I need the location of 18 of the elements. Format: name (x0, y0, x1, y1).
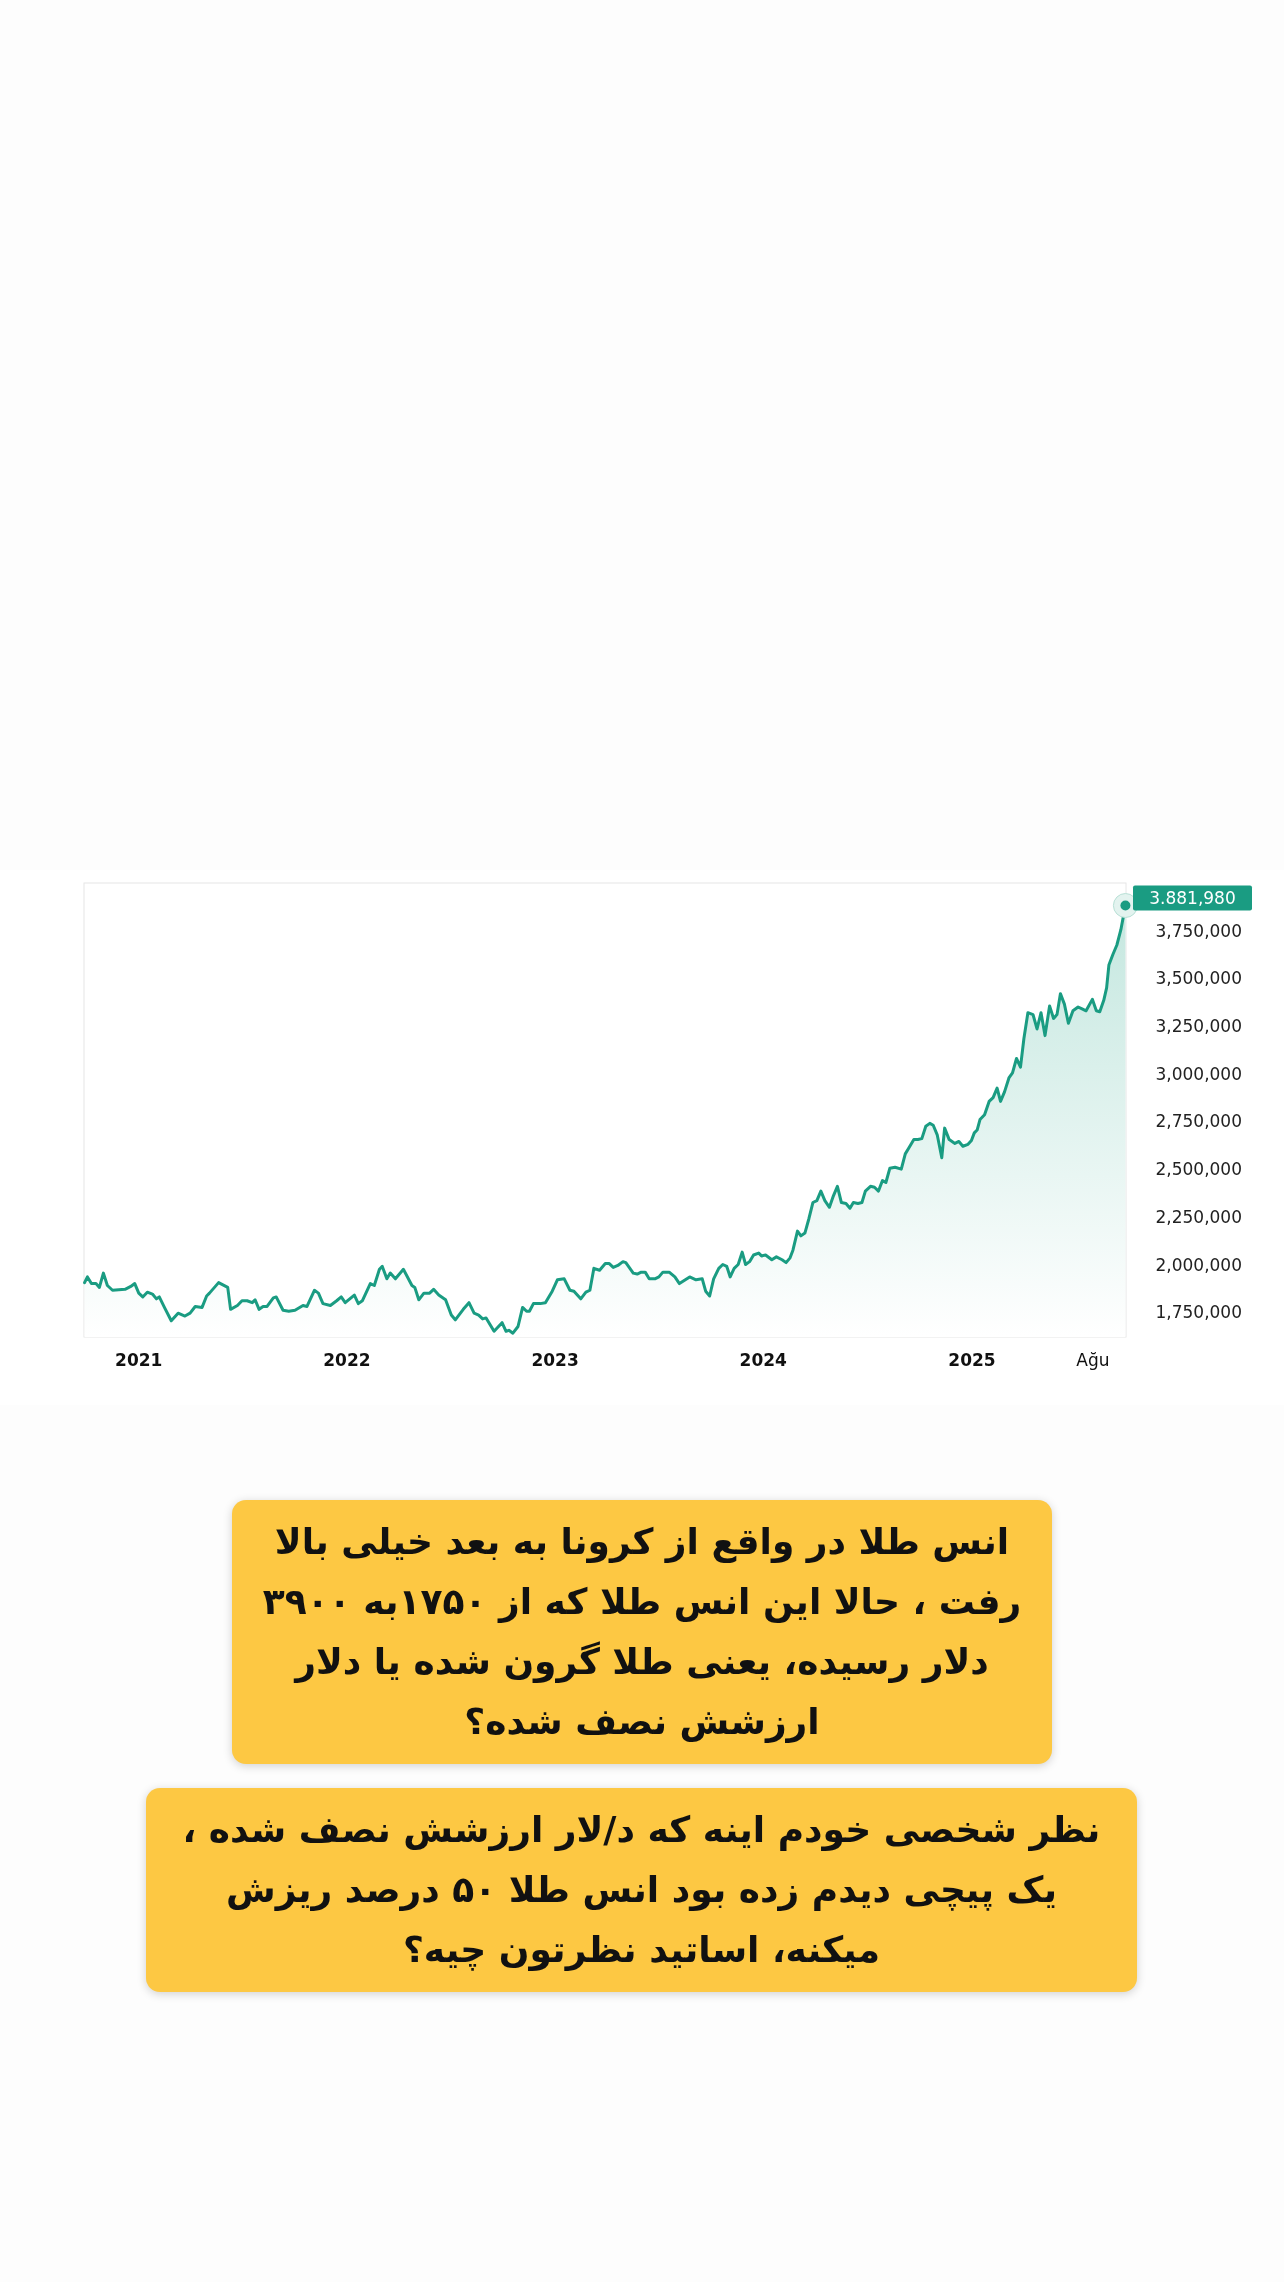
x-tick-label: 2024 (739, 1350, 788, 1370)
y-tick-label: 1,750,000 (1155, 1302, 1242, 1323)
annotation: 3.881,980 (1149, 888, 1236, 909)
x-tick-label: 2021 (115, 1350, 163, 1370)
y-tick-label: 3,750,000 (1155, 920, 1242, 941)
y-tick-label: 3,000,000 (1155, 1063, 1242, 1084)
y-tick-label: 2,500,000 (1155, 1159, 1242, 1180)
text: نظر شخصی خودم اینه که د/لار ارزشش نصف شده ، یک پیچی دیدم زده بود انس طلا ۵۰ درصد ریزش میکنه، اساتید نظرتون چیه؟ (146, 1788, 1137, 1992)
y-tick-label: 3,500,000 (1155, 968, 1242, 989)
x-tick-label: 2022 (323, 1350, 371, 1370)
x-tick-label: Ağu (1076, 1350, 1110, 1370)
text: انس طلا در واقع از کرونا به بعد خیلی بالا رفت ، حالا این انس طلا که از ۱۷۵۰به ۳۹۰۰ دلار رسیده، یعنی طلا گرون شده یا دلار ارزشش نصف شده؟ (232, 1500, 1052, 1764)
x-tick-label: 2025 (948, 1350, 996, 1370)
y-tick-label: 3,250,000 (1155, 1016, 1242, 1037)
x-tick-label: 2023 (531, 1350, 579, 1370)
y-tick-label: 2,750,000 (1155, 1111, 1242, 1132)
y-tick-label: 2,250,000 (1155, 1206, 1242, 1227)
y-tick-label: 2,000,000 (1155, 1254, 1242, 1275)
